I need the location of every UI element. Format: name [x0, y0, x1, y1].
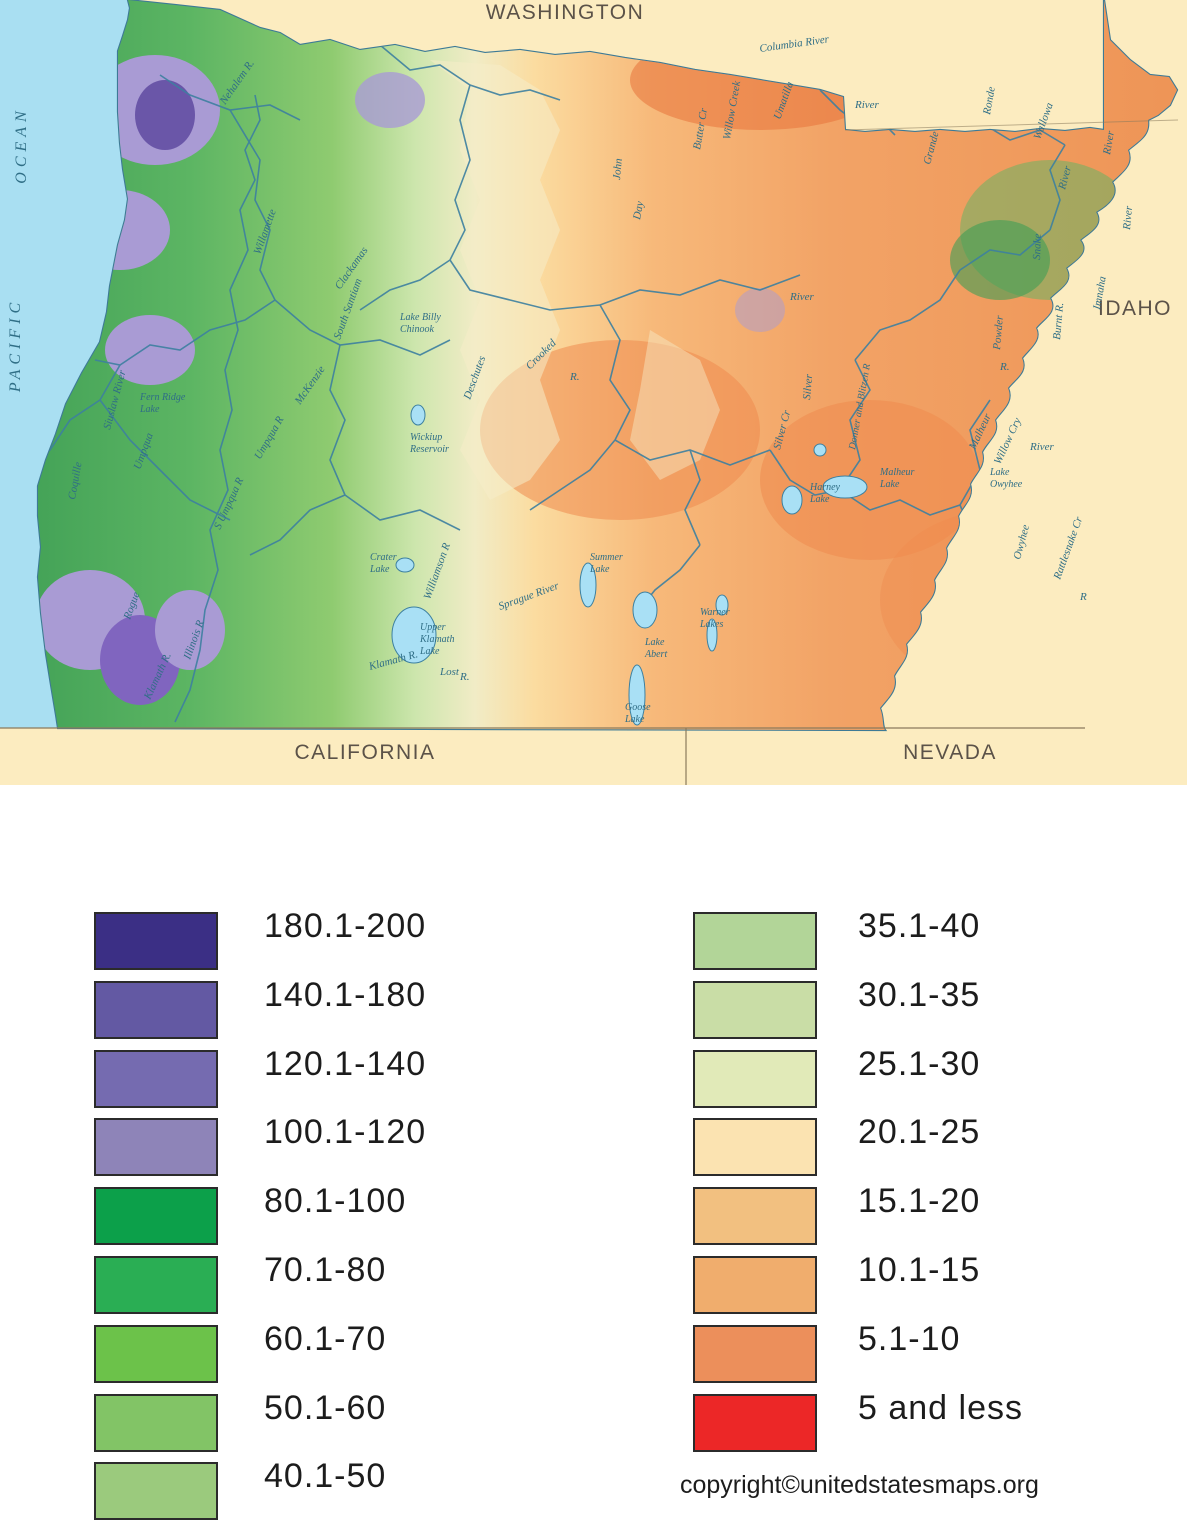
- svg-text:Lake: Lake: [624, 714, 645, 725]
- svg-text:Crater: Crater: [370, 552, 397, 563]
- svg-text:CALIFORNIA: CALIFORNIA: [294, 741, 435, 764]
- svg-text:R.: R.: [459, 671, 469, 683]
- svg-text:PACIFIC: PACIFIC: [7, 298, 24, 393]
- svg-text:River: River: [1121, 205, 1135, 231]
- svg-text:Lake: Lake: [644, 637, 665, 648]
- svg-text:Chinook: Chinook: [400, 324, 434, 335]
- svg-text:Silver: Silver: [801, 373, 815, 400]
- svg-text:Lake Billy: Lake Billy: [399, 312, 441, 323]
- svg-text:Lake: Lake: [369, 564, 390, 575]
- svg-text:WASHINGTON: WASHINGTON: [486, 1, 645, 24]
- svg-text:IDAHO: IDAHO: [1098, 297, 1172, 320]
- svg-text:Summer: Summer: [590, 552, 623, 563]
- svg-text:Reservoir: Reservoir: [409, 444, 449, 455]
- svg-text:R: R: [1079, 591, 1087, 603]
- svg-text:NEVADA: NEVADA: [903, 741, 997, 764]
- svg-text:Goose: Goose: [625, 702, 651, 713]
- svg-text:R.: R.: [569, 371, 579, 383]
- svg-text:Lake: Lake: [879, 479, 900, 490]
- svg-text:River: River: [1029, 441, 1055, 453]
- svg-text:Lake: Lake: [419, 646, 440, 657]
- svg-text:Warner: Warner: [700, 607, 730, 618]
- svg-text:Lake: Lake: [589, 564, 610, 575]
- svg-text:Fern Ridge: Fern Ridge: [139, 392, 186, 403]
- svg-text:Malheur: Malheur: [879, 467, 915, 478]
- svg-text:Snake: Snake: [1031, 233, 1044, 260]
- svg-text:Lake: Lake: [139, 404, 160, 415]
- svg-text:Upper: Upper: [420, 622, 446, 633]
- svg-text:River: River: [789, 291, 815, 303]
- svg-text:OCEAN: OCEAN: [13, 106, 30, 183]
- svg-text:John: John: [611, 157, 625, 180]
- svg-text:Abert: Abert: [644, 649, 667, 660]
- svg-text:Lake: Lake: [809, 494, 830, 505]
- svg-text:Lake: Lake: [989, 467, 1010, 478]
- svg-text:Wickiup: Wickiup: [410, 432, 442, 443]
- svg-text:R.: R.: [999, 361, 1009, 373]
- svg-text:Lakes: Lakes: [699, 619, 723, 630]
- svg-text:River: River: [854, 99, 880, 111]
- svg-text:Klamath: Klamath: [419, 634, 454, 645]
- svg-text:Harney: Harney: [809, 482, 841, 493]
- svg-text:Lost: Lost: [439, 666, 460, 678]
- svg-text:Owyhee: Owyhee: [990, 479, 1023, 490]
